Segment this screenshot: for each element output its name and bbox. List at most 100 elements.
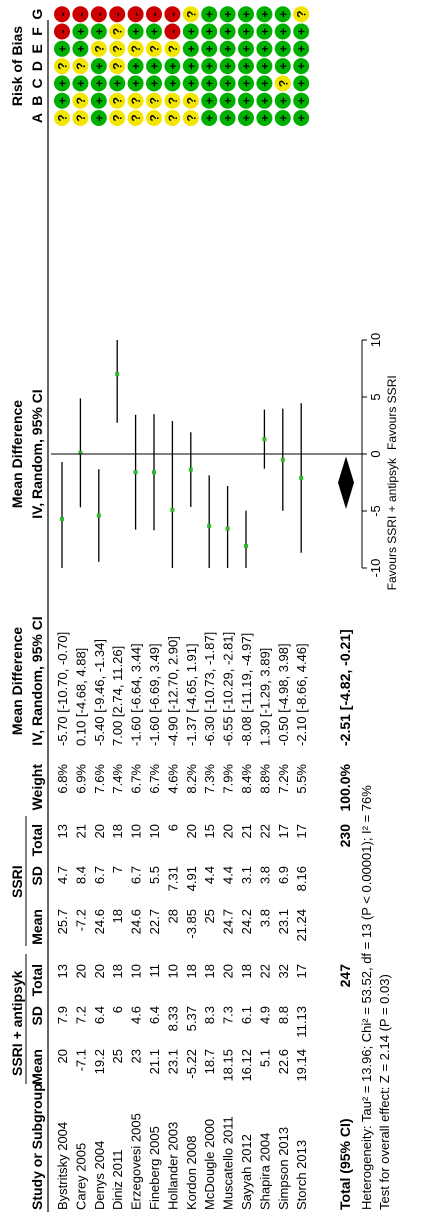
header-sd-control: SD (29, 866, 45, 885)
rob-symbol: + (258, 97, 272, 104)
cell-mean-e: 25 (110, 1049, 125, 1063)
cell-weight: 4.6% (165, 764, 180, 794)
cell-sd-c: 8.16 (294, 866, 309, 891)
rob-symbol: ? (129, 97, 143, 104)
cell-sd-c: 5.5 (147, 866, 162, 884)
cell-total-e: 20 (221, 964, 236, 978)
rob-symbol: ? (166, 45, 180, 52)
study-row: Bystritsky 2004 20 7.9 13 25.7 4.7 13 6.8% -5.70… (55, 632, 70, 1210)
cell-weight: 6.7% (147, 764, 162, 794)
rob-symbol: ? (295, 11, 309, 18)
rob-dot (293, 6, 310, 23)
cell-mean-e: 16.12 (239, 1049, 254, 1082)
cell-total-c: 17 (294, 824, 309, 838)
cell-mean-c: 23.1 (276, 909, 291, 934)
cell-total-c: 18 (110, 824, 125, 838)
cell-mean-c: 24.6 (129, 909, 144, 934)
rob-dot (256, 75, 273, 92)
rob-letter-a: A (29, 113, 45, 123)
cell-sd-e: 7.2 (73, 1006, 88, 1024)
rob-dot (238, 40, 254, 57)
risk-of-bias-grid: ?++?+--??+?++-++++?+-??+???-??++?+-??++?… (54, 6, 310, 126)
favours-left: Favours SSRI + antipsyk (385, 457, 399, 590)
rob-symbol: + (203, 114, 217, 121)
study-name: McDougle 2000 (202, 1119, 217, 1210)
rob-dot (238, 92, 254, 109)
rob-dot (219, 40, 236, 57)
rob-symbol: + (221, 80, 235, 87)
rob-symbol: + (74, 45, 88, 52)
rob-dot (164, 110, 181, 126)
rob-dot (109, 23, 126, 40)
cell-sd-c: 6.7 (92, 866, 107, 884)
rob-symbol: ? (184, 97, 198, 104)
rob-symbol: - (166, 30, 180, 34)
cell-mean-e: 19.14 (294, 1049, 309, 1082)
rob-title: Risk of Bias (9, 26, 25, 106)
rob-symbol: - (56, 12, 70, 16)
rob-dot (274, 58, 291, 75)
cell-total-c: 20 (184, 824, 199, 838)
rob-dot (256, 6, 273, 23)
rob-symbol: - (56, 30, 70, 34)
point-estimate (280, 457, 285, 462)
rob-dot (238, 6, 254, 23)
rob-symbol: + (258, 80, 272, 87)
rob-symbol: ? (92, 45, 106, 52)
cell-weight: 7.2% (276, 764, 291, 794)
ci-text: -8.08 [-11.19, -4.97] (239, 633, 254, 746)
cell-mean-e: -7.1 (73, 1049, 88, 1071)
rob-dot (146, 23, 162, 40)
rob-symbol: + (148, 80, 162, 87)
rob-symbol: + (74, 80, 88, 87)
rob-symbol: - (74, 12, 88, 16)
rob-symbol: + (240, 114, 254, 121)
x-tick-label: -5 (368, 505, 383, 517)
study-name: Fineberg 2005 (147, 1126, 162, 1210)
rob-symbol: ? (184, 11, 198, 18)
rob-symbol: + (166, 63, 180, 70)
ci-text: -1.37 [-4.65, 1.91] (184, 643, 199, 746)
x-tick-label: 10 (368, 333, 383, 347)
rob-dot (219, 110, 236, 126)
group-header-experimental: SSRI + antipsyk (9, 970, 25, 1076)
cell-mean-e: 20 (55, 1049, 70, 1063)
point-estimate (244, 544, 248, 549)
rob-dot (72, 23, 89, 40)
rob-dot (127, 92, 144, 109)
cell-mean-e: -5.22 (184, 1049, 199, 1079)
rob-dot (293, 40, 310, 57)
rob-symbol: + (276, 63, 290, 70)
cell-sd-c: 7 (110, 866, 125, 873)
rob-symbol: ? (74, 114, 88, 121)
cell-weight: 6.7% (129, 764, 144, 794)
rob-dot (219, 58, 236, 75)
plot-area: -10 -5 0 5 10 Favours SSRI + antipsyk Favours … (50, 333, 399, 590)
rob-dot (201, 6, 218, 23)
rob-symbol: + (184, 45, 198, 52)
rob-dot (127, 75, 144, 92)
point-estimate (133, 470, 138, 475)
rob-dot (164, 92, 181, 109)
rob-dot (72, 6, 89, 23)
ci-text: -1.60 [-6.64, 3.44] (129, 643, 144, 746)
rob-symbol: + (295, 45, 309, 52)
rob-dot (201, 75, 218, 92)
cell-sd-c: 4.4 (202, 866, 217, 884)
study-name: Shapira 2004 (257, 1133, 272, 1210)
rob-symbol: - (92, 12, 106, 16)
rob-dot (274, 6, 291, 23)
rob-dot (201, 40, 218, 57)
cell-total-e: 22 (257, 964, 272, 978)
rob-dot (238, 58, 254, 75)
rob-dot (109, 75, 126, 92)
rob-symbol: + (276, 11, 290, 18)
group-header-control: SSRI (9, 865, 25, 898)
rob-symbol: + (92, 97, 106, 104)
rob-dot (219, 92, 236, 109)
rob-dot (201, 110, 218, 126)
summary-diamond (338, 456, 354, 509)
rob-symbol: + (92, 114, 106, 121)
ci-text: -5.70 [-10.70, -0.70] (55, 632, 70, 746)
